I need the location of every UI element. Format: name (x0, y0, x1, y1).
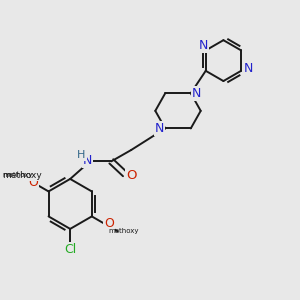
Text: N: N (199, 39, 208, 52)
Text: O: O (126, 169, 136, 182)
Text: methoxy: methoxy (2, 171, 42, 180)
Text: methoxy: methoxy (109, 228, 139, 234)
Text: N: N (192, 87, 201, 100)
Text: N: N (155, 122, 164, 135)
Text: H: H (77, 150, 86, 160)
Text: N: N (244, 62, 253, 75)
Text: methoxy: methoxy (3, 172, 33, 178)
Text: O: O (28, 176, 38, 189)
Text: O: O (104, 217, 114, 230)
Text: Cl: Cl (64, 243, 76, 256)
Text: N: N (83, 154, 92, 167)
